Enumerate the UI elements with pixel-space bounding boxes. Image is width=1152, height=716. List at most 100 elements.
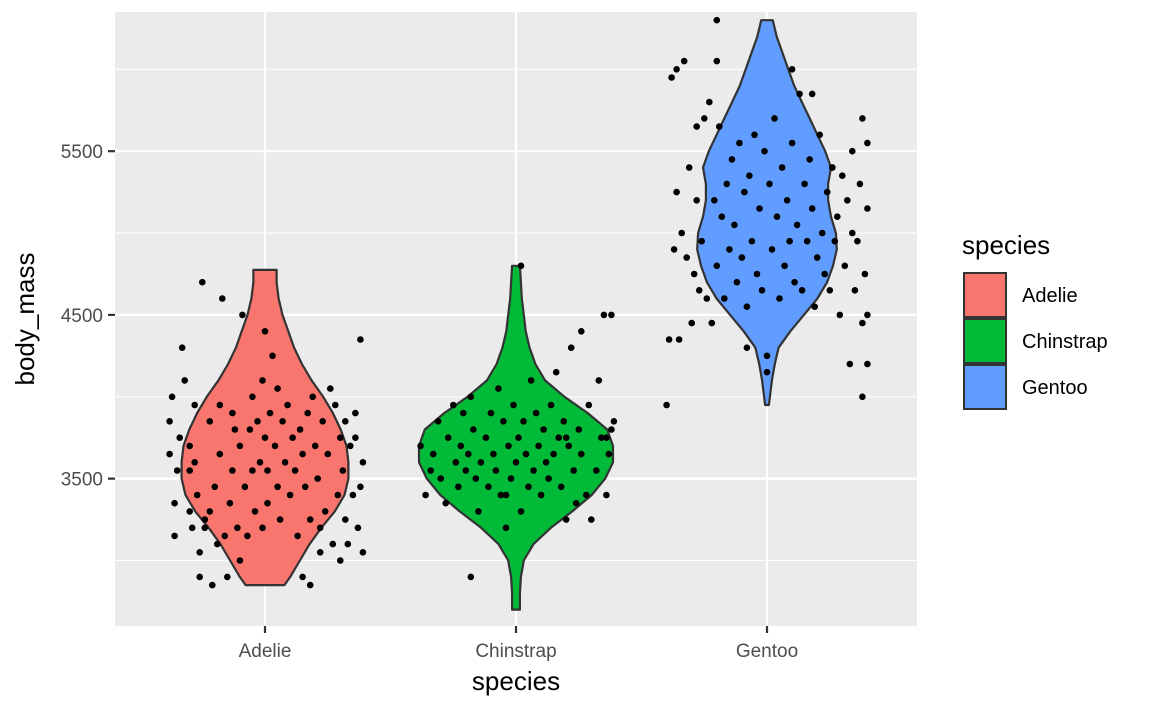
point-chinstrap xyxy=(450,401,457,409)
point-gentoo xyxy=(808,205,816,212)
point-adelie xyxy=(186,442,193,450)
point-gentoo xyxy=(864,205,871,212)
point-chinstrap xyxy=(444,434,452,442)
point-chinstrap xyxy=(520,418,527,425)
point-gentoo xyxy=(748,237,756,245)
y-tick-label: 5500 xyxy=(61,142,103,163)
point-adelie xyxy=(236,442,244,450)
point-adelie xyxy=(266,409,274,417)
point-chinstrap xyxy=(502,491,510,499)
point-adelie xyxy=(166,418,173,425)
point-chinstrap xyxy=(608,426,615,433)
point-chinstrap xyxy=(452,459,460,466)
point-adelie xyxy=(193,491,201,499)
point-gentoo xyxy=(844,197,851,204)
point-chinstrap xyxy=(583,491,590,499)
point-chinstrap xyxy=(510,401,517,409)
point-chinstrap xyxy=(472,475,480,482)
point-chinstrap xyxy=(588,516,595,523)
point-gentoo xyxy=(798,287,806,294)
legend-label-chinstrap: Chinstrap xyxy=(1022,331,1108,353)
point-adelie xyxy=(291,467,299,474)
point-adelie xyxy=(214,540,221,548)
x-tick-label-adelie: Adelie xyxy=(239,641,292,662)
point-chinstrap xyxy=(422,491,429,499)
point-chinstrap xyxy=(475,508,482,515)
point-gentoo xyxy=(786,237,793,245)
point-adelie xyxy=(206,508,214,515)
point-chinstrap xyxy=(492,467,500,474)
point-chinstrap xyxy=(470,426,477,433)
point-chinstrap xyxy=(557,483,565,491)
point-gentoo xyxy=(716,123,723,130)
point-gentoo xyxy=(753,270,761,278)
point-gentoo xyxy=(756,205,763,212)
point-adelie xyxy=(269,352,276,360)
point-gentoo xyxy=(761,147,768,155)
point-adelie xyxy=(196,549,203,556)
point-chinstrap xyxy=(455,483,462,491)
point-chinstrap xyxy=(482,434,490,442)
point-chinstrap xyxy=(552,368,560,376)
point-adelie xyxy=(191,459,198,466)
point-gentoo xyxy=(763,368,771,376)
point-adelie xyxy=(347,442,354,450)
point-chinstrap xyxy=(560,418,567,425)
point-gentoo xyxy=(693,123,700,130)
point-adelie xyxy=(188,524,196,532)
point-chinstrap xyxy=(605,450,613,458)
point-gentoo xyxy=(788,139,796,147)
point-chinstrap xyxy=(532,409,540,417)
point-adelie xyxy=(359,549,367,556)
point-gentoo xyxy=(678,229,685,237)
point-chinstrap xyxy=(603,434,610,442)
violin-adelie xyxy=(180,268,350,587)
point-gentoo xyxy=(763,352,771,360)
point-gentoo xyxy=(701,115,708,122)
point-chinstrap xyxy=(567,344,575,352)
point-gentoo xyxy=(818,229,826,237)
point-gentoo xyxy=(829,164,836,171)
point-gentoo xyxy=(706,98,713,106)
point-adelie xyxy=(186,508,193,515)
point-gentoo xyxy=(859,115,866,122)
point-chinstrap xyxy=(562,516,570,523)
point-gentoo xyxy=(864,311,871,319)
point-chinstrap xyxy=(525,483,532,491)
point-chinstrap xyxy=(429,450,437,458)
point-gentoo xyxy=(670,246,678,253)
point-adelie xyxy=(357,336,364,343)
point-adelie xyxy=(324,450,332,458)
point-gentoo xyxy=(846,360,854,368)
point-chinstrap xyxy=(610,418,618,425)
point-adelie xyxy=(354,524,362,532)
point-adelie xyxy=(206,418,214,425)
point-gentoo xyxy=(726,246,733,253)
point-gentoo xyxy=(751,131,758,139)
point-gentoo xyxy=(834,213,841,220)
point-adelie xyxy=(226,499,234,507)
point-gentoo xyxy=(690,270,698,278)
point-adelie xyxy=(236,557,244,564)
legend: species Adelie Chinstrap Gentoo xyxy=(962,230,1108,410)
jitter-points xyxy=(166,16,871,589)
point-adelie xyxy=(296,426,304,433)
point-gentoo xyxy=(733,278,741,286)
y-tick-label: 4500 xyxy=(61,306,103,327)
point-adelie xyxy=(332,401,339,409)
point-gentoo xyxy=(663,401,670,409)
point-adelie xyxy=(309,393,317,401)
point-adelie xyxy=(299,573,306,581)
point-chinstrap xyxy=(465,450,472,458)
point-gentoo xyxy=(721,295,728,302)
point-adelie xyxy=(352,434,359,442)
point-adelie xyxy=(178,344,186,352)
point-gentoo xyxy=(758,287,766,294)
point-adelie xyxy=(352,409,359,417)
point-adelie xyxy=(306,516,314,523)
point-gentoo xyxy=(831,237,839,245)
point-chinstrap xyxy=(545,475,552,482)
point-adelie xyxy=(249,467,256,474)
point-adelie xyxy=(224,573,231,581)
point-adelie xyxy=(254,418,261,425)
